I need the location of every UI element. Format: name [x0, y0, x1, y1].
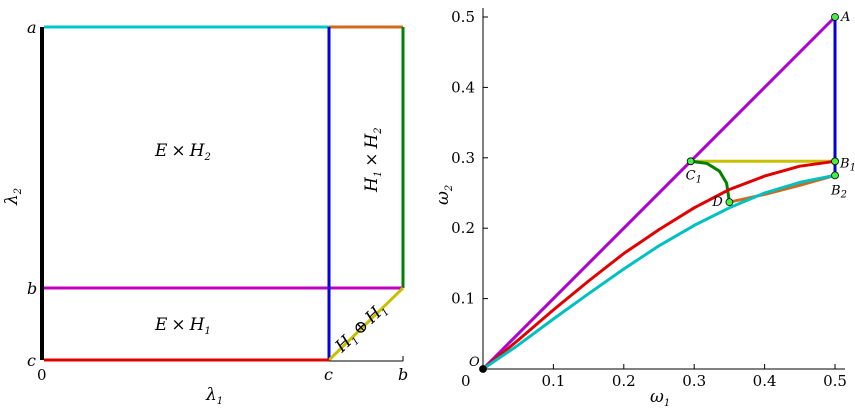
y-tick-label: 0.1 [451, 290, 475, 308]
y-axis-label: λ2 [2, 188, 24, 206]
right-panel: 0 0.1 0.2 0.3 0.4 0.5 0.1 0.2 0.3 0.4 0.5 O A B1 B2 C1… [433, 8, 855, 409]
point-label-O: O [469, 355, 480, 370]
corner-label-c: c [27, 351, 36, 370]
diagonal-line [327, 286, 405, 362]
right-points: O A B1 B2 C1 D [469, 10, 855, 373]
series-line-6 [482, 173, 836, 371]
point-O [479, 365, 487, 373]
point-D [725, 198, 734, 207]
y-tick-label: 0.4 [451, 78, 475, 96]
point-label-B2: B2 [830, 183, 847, 200]
x-tick-label: 0.4 [753, 372, 777, 390]
point-A [831, 13, 839, 21]
right-axis-ticks: 0 0.1 0.2 0.3 0.4 0.5 0.1 0.2 0.3 0.4 0.5 [451, 8, 847, 390]
point-label-B1: B1 [839, 156, 855, 173]
series-line-0 [481, 15, 837, 371]
x-tick-label: 0.1 [541, 372, 565, 390]
right-x-axis-label: ω1 [650, 387, 670, 409]
corner-label-b: b [27, 279, 37, 298]
x-axis-label: λ1 [205, 385, 223, 407]
region-label-lower: E × H1 [154, 315, 211, 337]
point-label-C1: C1 [686, 168, 702, 185]
right-series [481, 15, 837, 371]
right-y-axis-label: ω2 [433, 185, 455, 205]
x-tick-label-zero: 0 [37, 366, 47, 384]
region-label-upper: E × H2 [154, 141, 211, 163]
x-tick-label: 0.5 [823, 372, 847, 390]
x-tick-label: 0.3 [682, 372, 706, 390]
region-label-right: H1×H2 [362, 127, 384, 193]
point-label-D: D [711, 195, 723, 210]
y-tick-label: 0.3 [451, 149, 475, 167]
point-C1 [686, 157, 695, 166]
y-tick-label: 0.2 [451, 219, 475, 237]
x-tick-label: 0 [461, 372, 471, 390]
x-tick-label-c: c [324, 365, 333, 384]
y-tick-label: 0.5 [451, 8, 475, 26]
left-panel: a b c 0 c b λ1 λ2 E × H2 E × H1 H1×H2 H1⊕H1 [2, 18, 408, 407]
series-line-5 [482, 159, 836, 371]
point-label-A: A [840, 10, 850, 25]
point-B1 [831, 157, 839, 166]
x-tick-label-b: b [398, 365, 408, 384]
point-B2 [831, 171, 839, 180]
region-label-triangle: H1⊕H1 [331, 299, 392, 359]
corner-label-a: a [27, 18, 37, 37]
x-tick-label: 0.2 [612, 372, 636, 390]
